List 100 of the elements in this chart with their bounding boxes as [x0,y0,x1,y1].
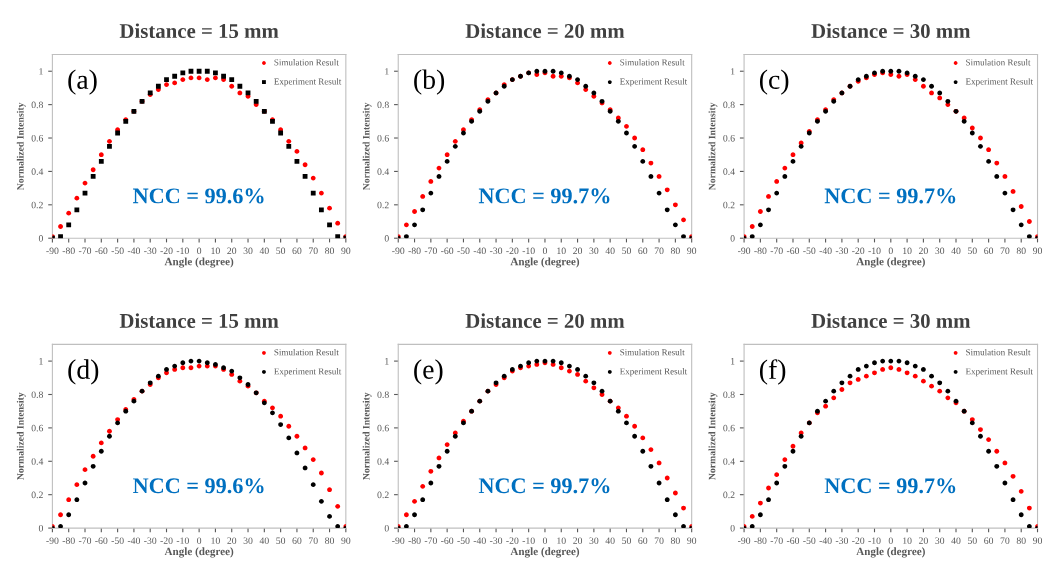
y-tick-label: 0.4 [723,458,735,465]
y-tick-label: 0.8 [723,391,735,399]
x-tick-label: 0 [542,247,548,255]
x-tick-label: 90 [687,537,697,544]
x-tick-label: -80 [408,247,421,255]
y-tick-label: 0.2 [723,491,735,499]
x-tick-label: -70 [424,247,437,255]
annotation: NCC = 99.7% [478,188,610,204]
x-tick-label: -50 [803,247,816,255]
x-tick-label: -40 [473,537,486,544]
x-tick-label: -30 [144,247,157,255]
x-tick-label: 50 [622,537,631,544]
x-tick-label: 20 [918,247,928,255]
chart-title: Distance = 20 mm [465,23,625,39]
x-tick-label: 10 [903,247,912,255]
x-axis-title: Angle (degree) [856,547,925,558]
x-tick-label: 0 [197,537,202,544]
x-tick-label: 70 [309,247,318,255]
y-axis-title: Normalized Intensity [362,102,372,191]
legend-label: Experiment Result [619,368,688,377]
y-axis-title: Normalized Intensity [708,392,718,480]
x-tick-label: 70 [1000,537,1010,544]
y-tick-label: 1 [731,358,735,365]
x-tick-label: -30 [489,247,503,255]
x-tick-label: 60 [984,537,994,544]
x-tick-label: 80 [670,247,680,255]
legend-label: Simulation Result [620,348,685,356]
x-tick-label: -80 [408,537,421,544]
y-tick-label: 0.2 [31,491,43,499]
x-tick-label: -80 [62,537,75,544]
y-tick-label: 1 [39,68,43,75]
x-axis-title: Angle (degree) [510,547,580,558]
annotation: NCC = 99.7% [478,478,610,494]
x-axis-title: Angle (degree) [164,547,234,558]
x-tick-label: 40 [259,537,269,544]
x-tick-label: 30 [935,247,945,255]
y-axis-title: Normalized Intensity [16,102,26,191]
y-tick-label: 0.6 [377,134,389,142]
y-tick-label: 0 [38,235,43,242]
x-tick-label: -70 [78,247,92,255]
x-tick-label: 80 [325,537,335,544]
x-tick-label: 80 [1016,537,1026,544]
x-tick-label: 60 [638,537,648,544]
x-tick-label: -10 [868,537,881,544]
x-tick-label: 40 [605,537,615,544]
x-tick-label: -50 [457,247,470,255]
x-tick-label: 30 [243,247,253,255]
y-tick-label: 0.6 [723,424,735,432]
y-tick-label: 0 [384,235,389,242]
y-tick-label: 0.6 [31,134,44,142]
x-tick-label: 10 [903,537,912,544]
x-tick-label: -50 [803,537,816,544]
y-tick-label: 0.2 [31,201,43,209]
x-axis-title: Angle (degree) [164,257,234,268]
x-tick-label: 20 [227,247,237,255]
x-tick-label: -80 [754,247,767,255]
x-tick-label: -30 [835,537,848,544]
x-tick-label: -50 [111,247,124,255]
y-tick-label: 0.4 [723,168,735,175]
legend-label: Simulation Result [274,59,339,66]
x-tick-label: -60 [786,537,800,544]
x-tick-label: 0 [197,247,202,255]
x-tick-label: -10 [176,537,189,544]
y-tick-label: 0.8 [377,101,389,109]
x-tick-label: -90 [392,247,405,255]
annotation: (c) [759,69,789,95]
x-tick-label: -90 [392,537,405,544]
x-tick-label: -20 [506,537,519,544]
y-tick-label: 0 [384,524,389,532]
legend-label: Experiment Result [619,78,688,87]
chart-title: Distance = 30 mm [811,313,971,328]
x-tick-label: 30 [589,247,599,255]
y-tick-label: 0.8 [723,101,735,109]
annotation: (b) [414,69,445,95]
legend-label: Experiment Result [965,78,1033,87]
y-tick-label: 0.8 [377,391,389,399]
legend-label: Experiment Result [965,368,1033,377]
x-tick-label: -70 [770,247,783,255]
x-tick-label: -60 [441,247,454,255]
x-tick-label: 20 [573,537,583,544]
x-tick-label: 50 [276,537,286,544]
x-tick-label: -90 [737,537,751,544]
annotation: (a) [68,69,97,95]
x-tick-label: -20 [852,247,865,255]
legend-label: Simulation Result [966,59,1031,66]
x-tick-label: -60 [95,537,108,544]
x-tick-label: -60 [786,247,800,255]
x-axis-title: Angle (degree) [510,257,580,268]
x-tick-label: 90 [1032,247,1043,255]
y-tick-label: 0.6 [377,424,389,432]
x-tick-label: -70 [424,537,437,544]
x-tick-label: 40 [951,537,961,544]
x-tick-label: 70 [654,247,664,255]
y-tick-label: 1 [39,358,43,365]
x-tick-label: 70 [1000,247,1010,255]
chart-title: Distance = 20 mm [465,313,625,328]
x-tick-label: 40 [951,247,961,255]
x-tick-label: 90 [341,537,351,544]
x-tick-label: -10 [522,537,535,544]
annotation: NCC = 99.6% [133,478,264,494]
